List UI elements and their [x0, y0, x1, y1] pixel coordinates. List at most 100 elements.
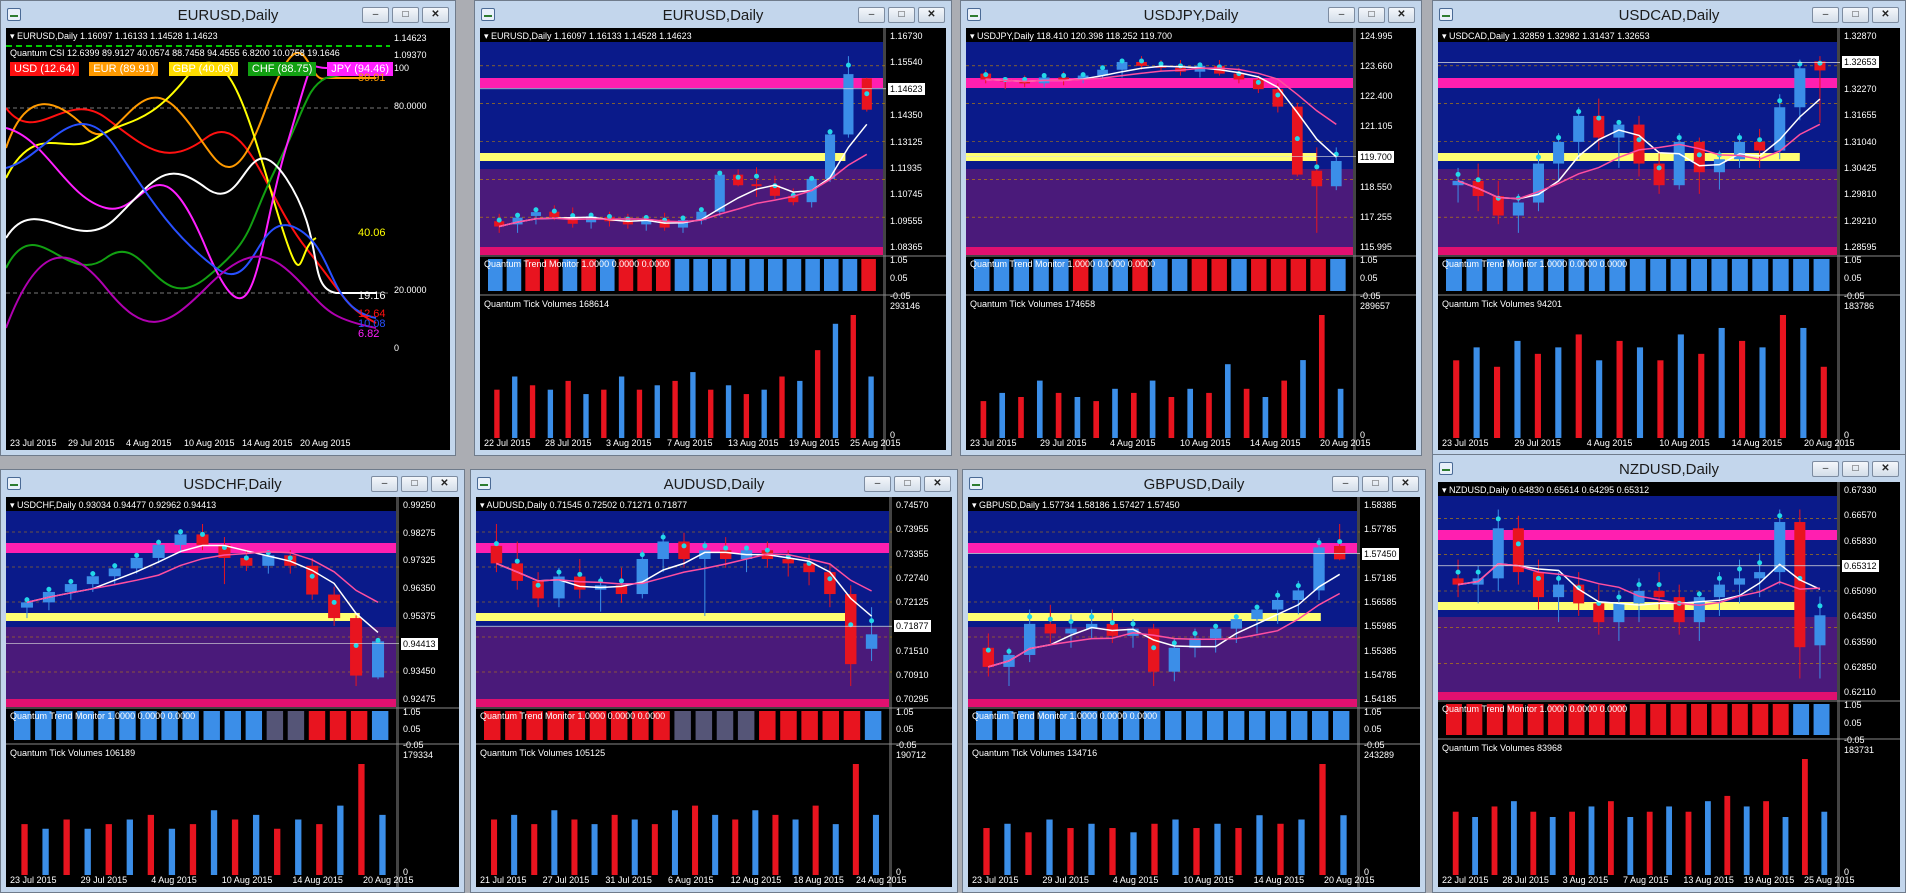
chart-canvas[interactable]: ▾ EURUSD,Daily 1.16097 1.16133 1.14528 1…	[6, 28, 450, 450]
tick-volume-bar	[1055, 392, 1062, 438]
chart-canvas[interactable]: ▾ AUDUSD,Daily 0.71545 0.72502 0.71271 0…	[476, 497, 952, 887]
close-button[interactable]: ✕	[1388, 7, 1415, 23]
tick-volume-bar	[1318, 315, 1325, 438]
chart-canvas[interactable]: ▾ USDCHF,Daily 0.93034 0.94477 0.92962 0…	[6, 497, 459, 887]
minimize-button[interactable]: –	[864, 476, 891, 492]
candle-body	[490, 545, 503, 564]
candle-body	[530, 212, 542, 216]
trend-bar	[547, 711, 564, 740]
tick-volume-bar	[1530, 811, 1537, 875]
minimize-button[interactable]: –	[1332, 476, 1359, 492]
trend-bar	[674, 259, 690, 291]
candle-body	[782, 559, 794, 564]
trend-monitor-label: Quantum Trend Monitor 1.0000 0.0000 0.00…	[10, 711, 196, 721]
tick-volume-bar	[1666, 806, 1673, 875]
chart-window-eurusd-csi[interactable]: EURUSD,Daily – □ ✕ ▾ EURUSD,Daily 1.16097 1.…	[0, 0, 456, 456]
minimize-button[interactable]: –	[362, 7, 389, 23]
title-bar[interactable]: EURUSD,Daily – □ ✕	[1, 1, 455, 28]
chart-canvas[interactable]: ▾ NZDUSD,Daily 0.64830 0.65614 0.64295 0…	[1438, 482, 1900, 887]
candle-body	[1613, 124, 1625, 138]
chart-info-line: ▾ USDJPY,Daily 118.410 120.398 118.252 1…	[970, 31, 1172, 41]
trend-bar	[1310, 259, 1326, 291]
chart-window-icon	[967, 8, 981, 21]
price-scale-label: 0.63590	[1844, 636, 1877, 647]
trend-bar	[1231, 259, 1247, 291]
chart-window-usdchf[interactable]: USDCHF,Daily – □ ✕ ▾ USDCHF,Daily 0.93034 0.…	[0, 469, 465, 893]
chart-canvas[interactable]: ▾ USDCAD,Daily 1.32859 1.32982 1.31437 1…	[1438, 28, 1900, 450]
maximize-button[interactable]: □	[894, 476, 921, 492]
trend-scale-label: 1.05	[1844, 700, 1862, 710]
trend-bar	[637, 259, 652, 291]
tick-volume-label: Quantum Tick Volumes 83968	[1442, 743, 1563, 753]
title-bar[interactable]: GBPUSD,Daily – □ ✕	[963, 470, 1425, 497]
minimize-button[interactable]: –	[371, 476, 398, 492]
close-button[interactable]: ✕	[1872, 461, 1899, 477]
price-scale-label: 0.70295	[896, 694, 929, 704]
maximize-button[interactable]: □	[1842, 461, 1869, 477]
candle-body	[262, 555, 275, 566]
chart-canvas[interactable]: ▾ USDJPY,Daily 118.410 120.398 118.252 1…	[966, 28, 1416, 450]
trend-bar	[1290, 259, 1307, 291]
candle-body	[803, 563, 815, 573]
title-bar[interactable]: EURUSD,Daily – □ ✕	[475, 1, 951, 28]
window-title: GBPUSD,Daily	[1143, 476, 1245, 493]
chart-window-eurusd[interactable]: EURUSD,Daily – □ ✕ ▾ EURUSD,Daily 1.16097 1.…	[474, 0, 952, 456]
chart-canvas[interactable]: ▾ EURUSD,Daily 1.16097 1.16133 1.14528 1…	[480, 28, 946, 450]
tick-scale-label: 183731	[1844, 745, 1875, 755]
date-axis-label: 7 Aug 2015	[1623, 875, 1669, 885]
chart-canvas[interactable]: ▾ GBPUSD,Daily 1.57734 1.58186 1.57427 1…	[968, 497, 1420, 887]
maximize-button[interactable]: □	[392, 7, 419, 23]
close-button[interactable]: ✕	[1392, 476, 1419, 492]
maximize-button[interactable]: □	[1362, 476, 1389, 492]
candle-body	[1136, 61, 1147, 66]
candle-body	[1019, 81, 1031, 84]
trend-bar	[1772, 259, 1789, 291]
tick-volume-bar	[872, 814, 879, 875]
tick-volume-bar	[1657, 360, 1664, 438]
maximize-button[interactable]: □	[888, 7, 915, 23]
chart-window-usdjpy[interactable]: USDJPY,Daily – □ ✕ ▾ USDJPY,Daily 118.410 12…	[960, 0, 1422, 456]
title-bar[interactable]: NZDUSD,Daily – □ ✕	[1433, 455, 1905, 482]
candle-body	[1330, 161, 1342, 187]
tick-volume-bar	[358, 764, 365, 875]
date-axis-label: 22 Jul 2015	[484, 438, 531, 448]
minimize-button[interactable]: –	[858, 7, 885, 23]
title-bar[interactable]: USDJPY,Daily – □ ✕	[961, 1, 1421, 28]
close-button[interactable]: ✕	[918, 7, 945, 23]
date-axis-label: 14 Aug 2015	[1250, 438, 1301, 448]
close-button[interactable]: ✕	[924, 476, 951, 492]
chart-window-nzdusd[interactable]: NZDUSD,Daily – □ ✕ ▾ NZDUSD,Daily 0.64830 0.…	[1432, 454, 1906, 893]
date-axis-label: 29 Jul 2015	[1040, 438, 1087, 448]
window-title: NZDUSD,Daily	[1618, 461, 1719, 478]
candle-body	[1693, 597, 1705, 623]
trend-bar	[544, 259, 559, 291]
title-bar[interactable]: AUDUSD,Daily – □ ✕	[471, 470, 957, 497]
price-scale-label: 0.72125	[896, 597, 929, 607]
csi-line-4	[6, 65, 376, 300]
candle-body	[1733, 578, 1746, 585]
price-scale-label: 1.32270	[1844, 83, 1877, 94]
date-axis-label: 4 Aug 2015	[151, 875, 197, 885]
trend-bar	[1270, 711, 1287, 740]
close-button[interactable]: ✕	[1872, 7, 1899, 23]
price-scale-label: 1.09555	[890, 215, 923, 226]
close-button[interactable]: ✕	[431, 476, 458, 492]
price-scale-label: 0.65090	[1844, 586, 1877, 596]
title-bar[interactable]: USDCAD,Daily – □ ✕	[1433, 1, 1905, 28]
price-scale-label: 0.64350	[1844, 611, 1877, 622]
moving-average-slow	[496, 553, 872, 592]
chart-window-usdcad[interactable]: USDCAD,Daily – □ ✕ ▾ USDCAD,Daily 1.32859 1.…	[1432, 0, 1906, 456]
tick-volume-bar	[591, 824, 598, 875]
trend-bar	[1650, 704, 1667, 735]
minimize-button[interactable]: –	[1812, 7, 1839, 23]
maximize-button[interactable]: □	[1842, 7, 1869, 23]
maximize-button[interactable]: □	[1358, 7, 1385, 23]
close-button[interactable]: ✕	[422, 7, 449, 23]
minimize-button[interactable]: –	[1328, 7, 1355, 23]
chart-window-audusd[interactable]: AUDUSD,Daily – □ ✕ ▾ AUDUSD,Daily 0.71545 0.…	[470, 469, 958, 893]
window-controls: – □ ✕	[371, 476, 458, 492]
title-bar[interactable]: USDCHF,Daily – □ ✕	[1, 470, 464, 497]
minimize-button[interactable]: –	[1812, 461, 1839, 477]
chart-window-gbpusd[interactable]: GBPUSD,Daily – □ ✕ ▾ GBPUSD,Daily 1.57734 1.…	[962, 469, 1426, 893]
maximize-button[interactable]: □	[401, 476, 428, 492]
